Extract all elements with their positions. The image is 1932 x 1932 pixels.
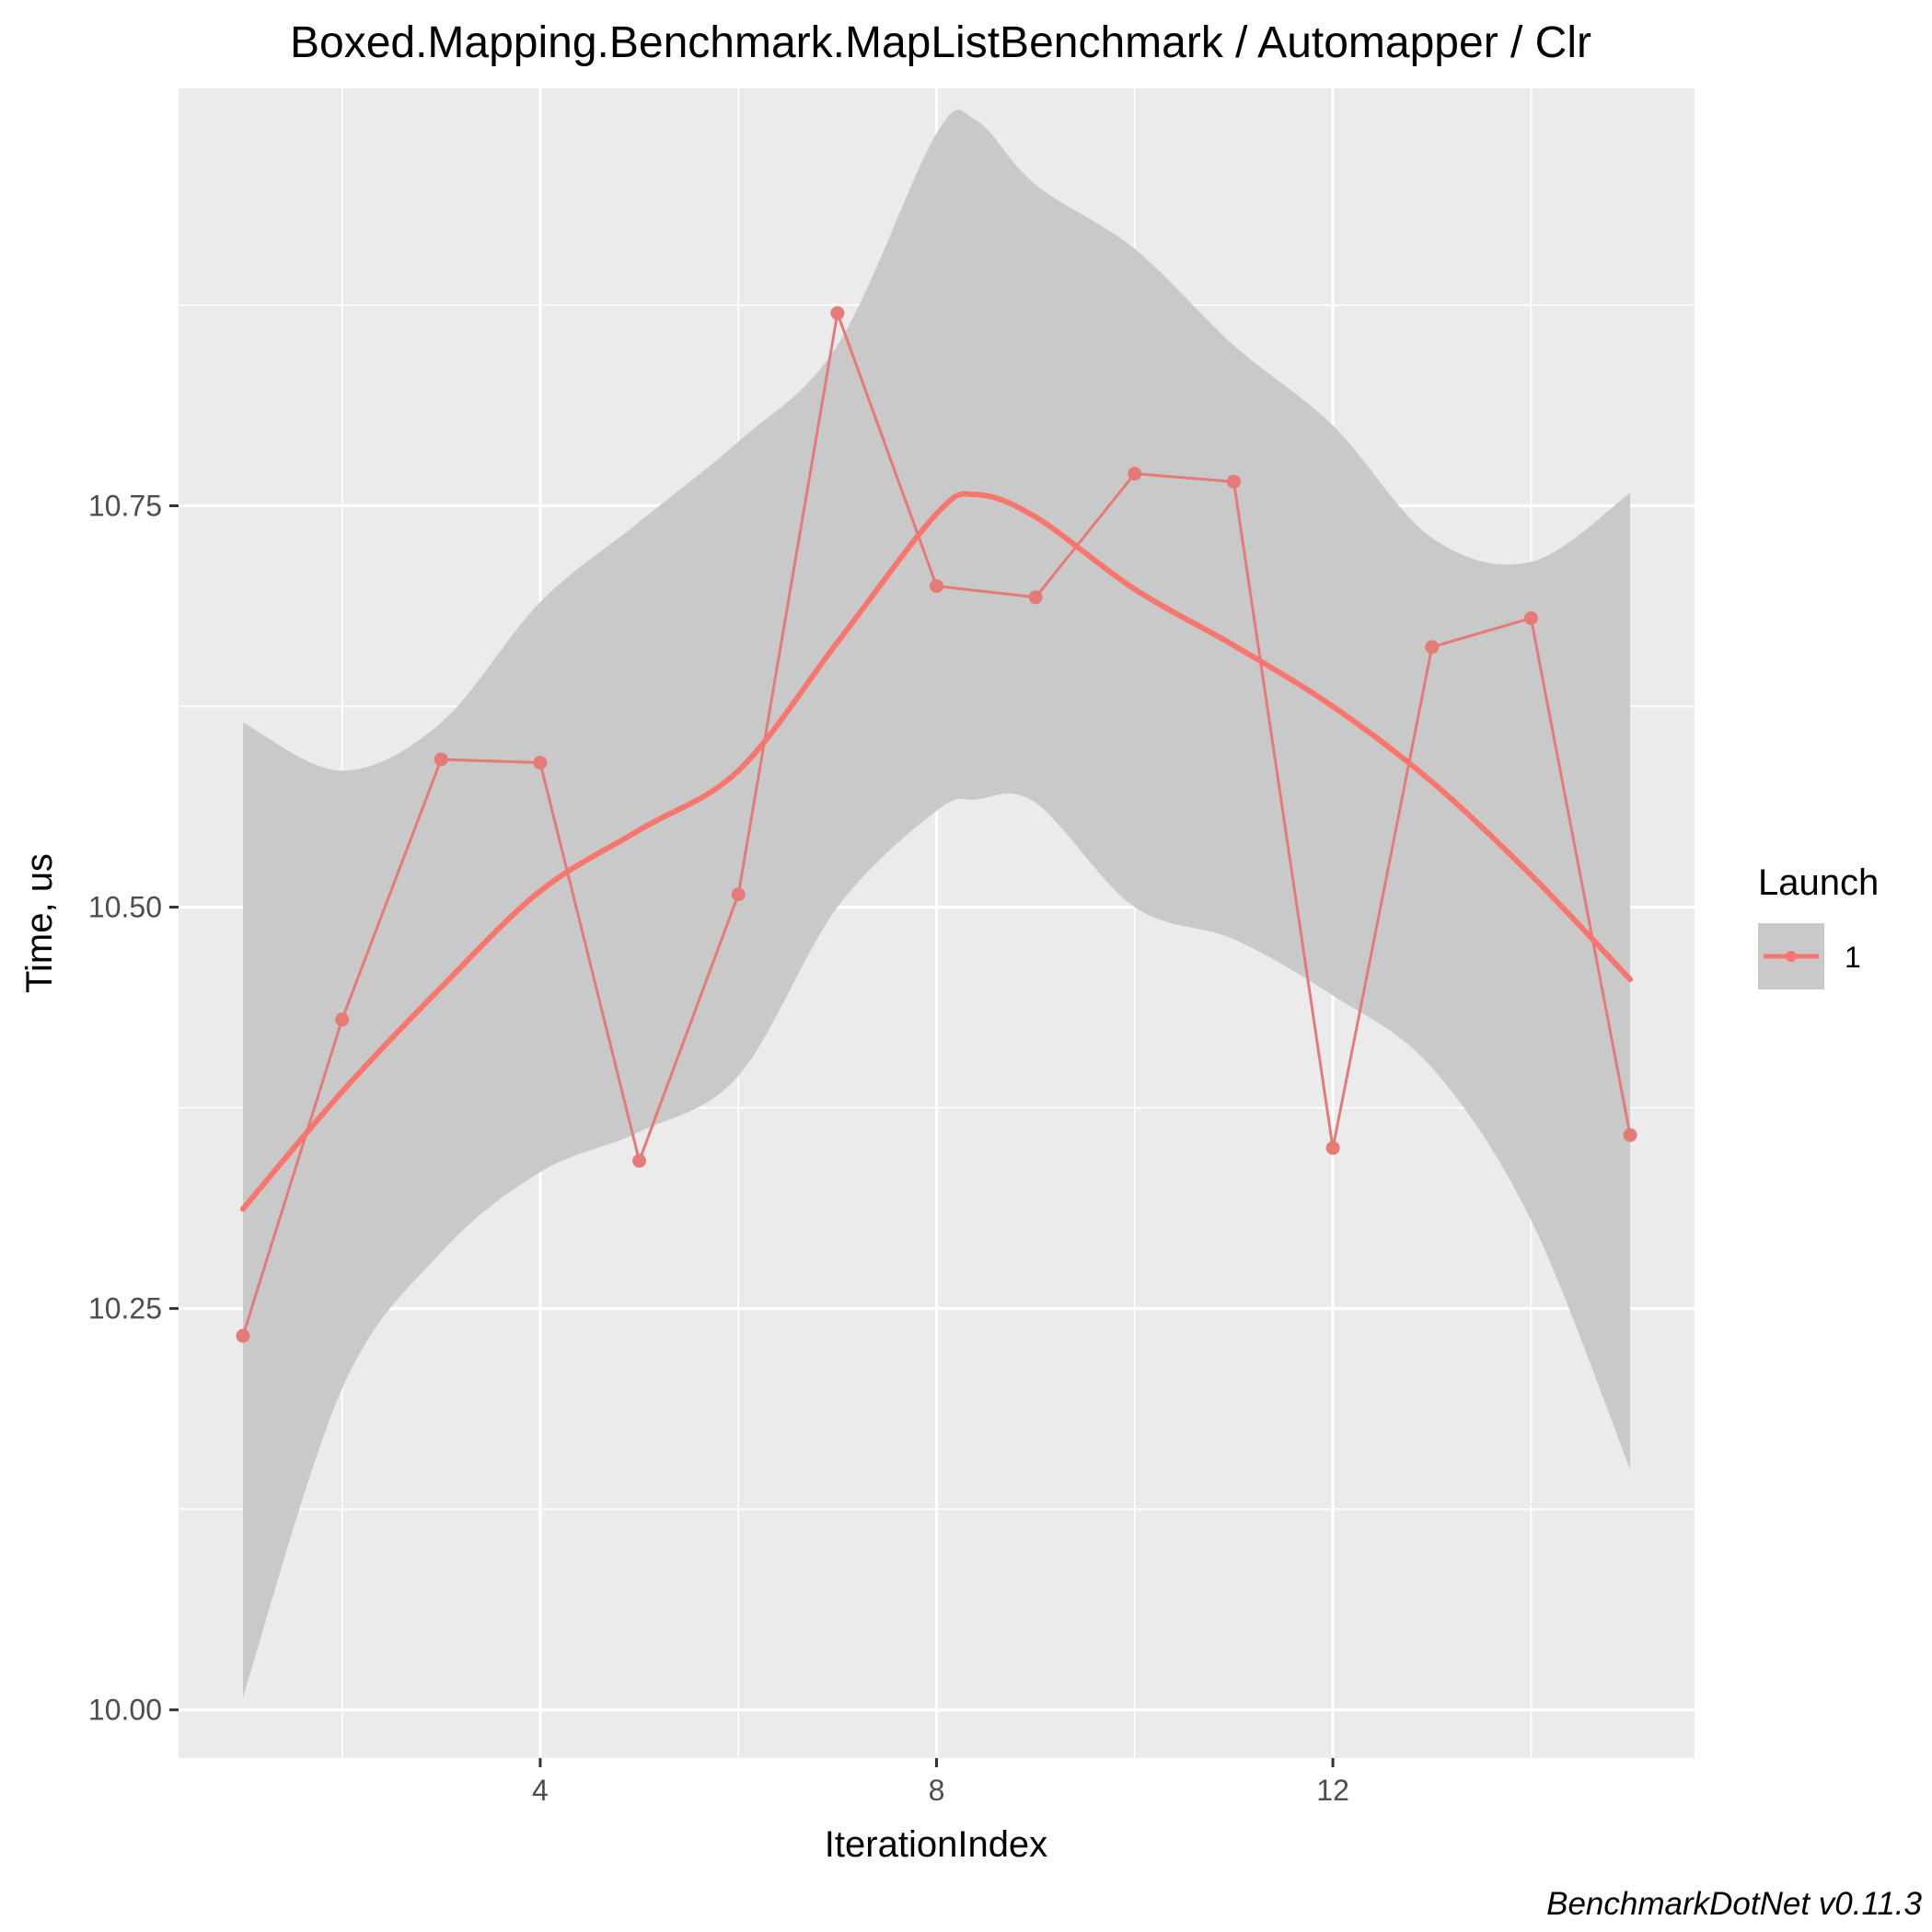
chart-title: Boxed.Mapping.Benchmark.MapListBenchmark… [290,18,1591,67]
y-tick-label-3: 10.75 [88,490,162,523]
data-point-7 [830,306,845,320]
x-tick-label-0: 4 [532,1774,549,1807]
smooth-layer [239,491,1634,1212]
data-point-9 [1028,590,1043,605]
data-point-12 [1325,1140,1340,1155]
data-point-3 [434,752,448,767]
confidence-band [242,110,1631,1697]
data-point-5 [632,1153,647,1168]
x-tick-label-2: 12 [1316,1774,1349,1807]
y-tick-label-2: 10.50 [88,891,162,924]
y-tick-label-1: 10.25 [88,1292,162,1325]
x-axis-title: IterationIndex [825,1824,1047,1865]
data-point-2 [335,1012,350,1027]
confidence-band-layer [242,110,1631,1697]
data-point-4 [533,756,548,770]
legend-title: Launch [1758,862,1879,903]
data-point-13 [1425,640,1440,654]
data-point-1 [236,1328,250,1343]
legend-entry-label: 1 [1845,941,1861,974]
legend: Launch 1 [1758,862,1879,989]
data-point-14 [1523,611,1538,626]
data-point-11 [1226,474,1241,489]
data-point-6 [731,887,746,902]
legend-key-point [1786,951,1797,962]
y-tick-label-0: 10.00 [88,1694,162,1727]
x-axis: 4 8 12 [532,1758,1349,1807]
data-point-10 [1128,467,1142,481]
data-point-15 [1623,1128,1637,1142]
x-tick-label-1: 8 [929,1774,945,1807]
points-layer [236,306,1637,1343]
y-axis: 10.00 10.25 10.50 10.75 [88,490,179,1727]
y-axis-title: Time, us [19,853,60,993]
data-point-8 [930,579,943,594]
caption: BenchmarkDotNet v0.11.3 [1546,1886,1922,1922]
smooth-line [239,491,1634,1212]
